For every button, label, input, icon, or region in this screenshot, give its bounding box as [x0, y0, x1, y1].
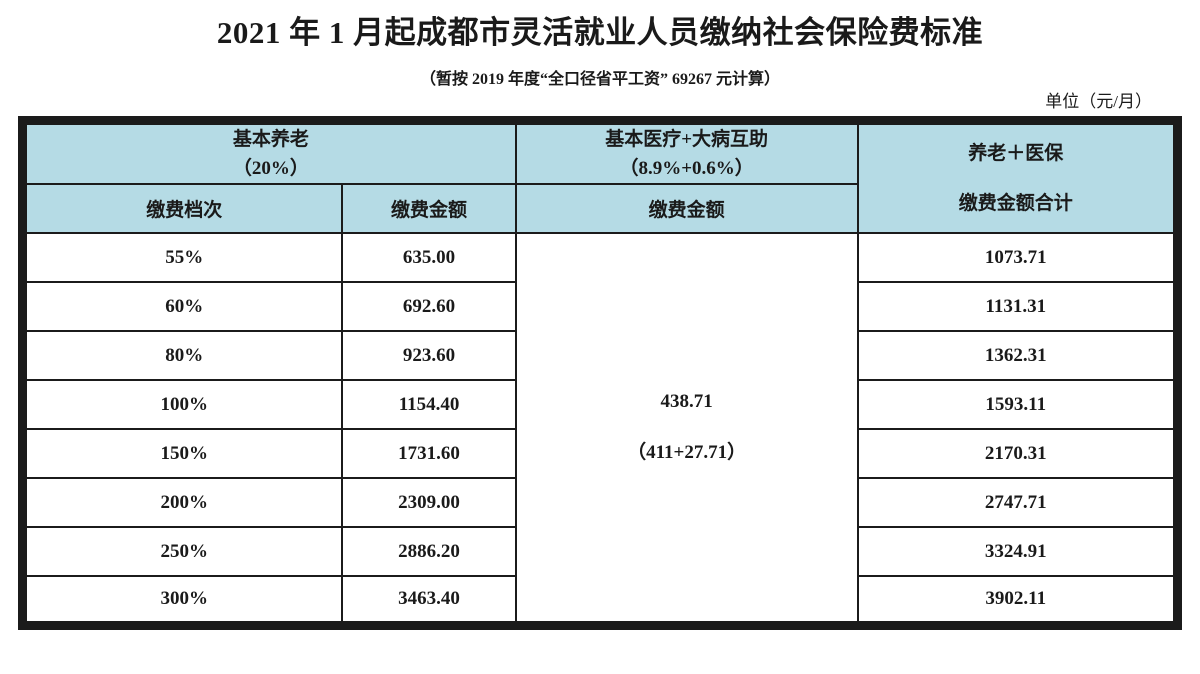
header-total-group: 养老＋医保 缴费金额合计 — [856, 119, 1179, 234]
total-cell: 1131.31 — [856, 281, 1179, 332]
tier-cell: 100% — [21, 379, 344, 430]
header-pension-group-rate: （20%） — [232, 158, 309, 179]
header-pension-amount: 缴费金额 — [341, 183, 517, 234]
table-row: 60% 692.60 1131.31 — [21, 281, 1179, 332]
total-cell: 1593.11 — [856, 379, 1179, 430]
tier-cell: 55% — [21, 232, 344, 283]
page-title: 2021 年 1 月起成都市灵活就业人员缴纳社会保险费标准 — [216, 15, 984, 50]
pension-cell: 2309.00 — [341, 477, 517, 528]
total-cell: 3902.11 — [856, 575, 1179, 626]
total-cell: 2747.71 — [856, 477, 1179, 528]
header-tier: 缴费档次 — [21, 183, 344, 234]
pension-cell: 923.60 — [341, 330, 517, 381]
header-total-group-name: 养老＋医保 — [968, 142, 1064, 164]
table-row: 55% 635.00 438.71 （411+27.71） 1073.71 — [21, 232, 1179, 626]
header-sub-row: 缴费档次 缴费金额 缴费金额 — [21, 183, 1178, 234]
table-row: 250% 2886.20 3324.91 — [21, 526, 1179, 577]
header-medical-amount: 缴费金额 — [514, 183, 859, 234]
insurance-fee-table: 基本养老 （20%） 基本医疗+大病互助 （8.9%+0.6%） 养老＋医保 缴… — [18, 116, 1182, 630]
table-row: 100% 1154.40 1593.11 — [21, 379, 1179, 430]
header-medical-group: 基本医疗+大病互助 （8.9%+0.6%） — [514, 119, 859, 185]
tier-cell: 150% — [21, 428, 344, 479]
medical-amount-cell: 438.71 （411+27.71） — [514, 232, 859, 626]
header-group-row: 基本养老 （20%） 基本医疗+大病互助 （8.9%+0.6%） 养老＋医保 缴… — [21, 119, 1179, 234]
total-cell: 3324.91 — [856, 526, 1179, 577]
pension-cell: 635.00 — [341, 232, 517, 283]
header-total-group-sub: 缴费金额合计 — [958, 192, 1073, 214]
table-row: 200% 2309.00 2747.71 — [21, 477, 1179, 528]
total-cell: 2170.31 — [856, 428, 1179, 479]
total-cell: 1362.31 — [856, 330, 1179, 381]
table-row: 80% 923.60 1362.31 — [21, 330, 1179, 381]
unit-label: 单位（元/月） — [1045, 92, 1152, 111]
header-medical-group-name: 基本医疗+大病互助 — [605, 129, 769, 150]
pension-cell: 3463.40 — [341, 575, 517, 626]
tier-cell: 250% — [21, 526, 344, 577]
pension-cell: 692.60 — [341, 281, 517, 332]
page-subtitle: （暂按 2019 年度“全口径省平工资” 69267 元计算） — [419, 71, 780, 88]
medical-amount-breakdown: （411+27.71） — [627, 441, 747, 463]
pension-cell: 1154.40 — [341, 379, 517, 430]
tier-cell: 200% — [21, 477, 344, 528]
header-medical-group-rate: （8.9%+0.6%） — [619, 158, 754, 179]
pension-cell: 2886.20 — [341, 526, 517, 577]
table-row: 300% 3463.40 3902.11 — [21, 575, 1179, 626]
header-pension-group: 基本养老 （20%） — [21, 119, 517, 185]
total-cell: 1073.71 — [856, 232, 1179, 283]
medical-amount-value: 438.71 — [660, 390, 713, 412]
tier-cell: 80% — [21, 330, 344, 381]
table-row: 150% 1731.60 2170.31 — [21, 428, 1179, 479]
tier-cell: 300% — [21, 575, 344, 626]
header-pension-group-name: 基本养老 — [232, 129, 309, 150]
tier-cell: 60% — [21, 281, 344, 332]
pension-cell: 1731.60 — [341, 428, 517, 479]
